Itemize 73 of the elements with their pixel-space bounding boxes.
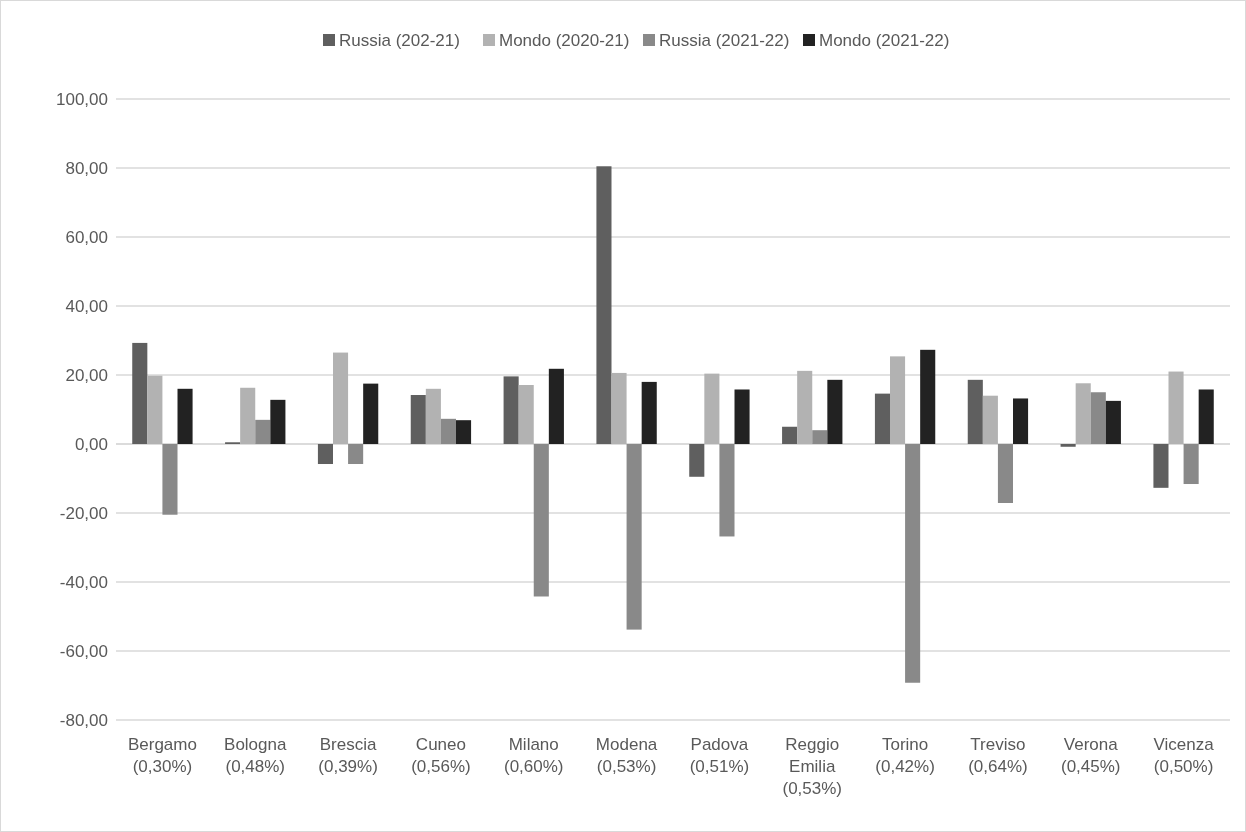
bar xyxy=(920,349,936,444)
bar xyxy=(132,342,148,444)
bar xyxy=(425,388,441,444)
bar xyxy=(641,381,657,444)
bar xyxy=(1105,400,1121,444)
bar xyxy=(596,166,612,444)
bar xyxy=(1153,444,1169,488)
x-tick-label: Padova (0,51%) xyxy=(689,735,750,776)
bar xyxy=(518,385,534,444)
legend-label: Russia (2021-22) xyxy=(659,31,790,50)
bar xyxy=(503,376,519,444)
bar xyxy=(982,395,998,444)
y-tick-label: -80,00 xyxy=(59,710,108,730)
bar xyxy=(456,420,472,444)
bar xyxy=(333,352,349,444)
bar xyxy=(533,444,549,597)
legend-label: Mondo (2021-22) xyxy=(819,31,950,50)
y-tick-label: -20,00 xyxy=(59,503,108,523)
bar xyxy=(410,395,426,444)
bar xyxy=(905,444,921,683)
bar xyxy=(348,444,364,465)
x-tick-label: Milano (0,60%) xyxy=(503,735,564,776)
bar xyxy=(548,368,564,444)
bar xyxy=(255,419,271,444)
x-tick-label: Brescia (0,39%) xyxy=(318,735,378,776)
bar xyxy=(240,387,256,444)
y-tick-label: 60,00 xyxy=(65,227,108,247)
bar xyxy=(997,444,1013,503)
x-tick-label: Vicenza (0,50%) xyxy=(1153,735,1215,776)
bar xyxy=(626,444,642,630)
bar xyxy=(270,399,286,444)
x-tick-label: Verona (0,45%) xyxy=(1060,735,1121,776)
bar xyxy=(827,379,843,444)
legend-label: Mondo (2020-21) xyxy=(499,31,630,50)
bar xyxy=(1183,444,1199,485)
y-tick-label: -40,00 xyxy=(59,572,108,592)
x-tick-label: Bologna (0,48%) xyxy=(224,735,287,776)
bar xyxy=(734,389,750,444)
bar xyxy=(890,356,906,444)
x-tick-label: Reggio Emilia (0,53%) xyxy=(782,735,843,798)
bar xyxy=(1090,392,1106,444)
x-tick-label: Bergamo (0,30%) xyxy=(127,735,197,776)
y-tick-label: 20,00 xyxy=(65,365,108,385)
bar xyxy=(1060,444,1076,447)
bar xyxy=(147,375,163,444)
bar xyxy=(782,426,798,444)
bar xyxy=(1198,389,1214,444)
bar xyxy=(689,444,705,477)
x-tick-label: Cuneo (0,56%) xyxy=(411,735,471,776)
bar xyxy=(1075,383,1091,444)
y-tick-label: -60,00 xyxy=(59,641,108,661)
bar xyxy=(611,372,627,444)
bar xyxy=(797,370,813,444)
bar xyxy=(177,388,193,444)
y-tick-label: 100,00 xyxy=(56,89,108,109)
y-tick-label: 0,00 xyxy=(74,434,108,454)
y-tick-label: 40,00 xyxy=(65,296,108,316)
bar xyxy=(1013,398,1029,444)
bar xyxy=(967,379,983,444)
bar xyxy=(812,430,828,444)
bar xyxy=(719,444,735,537)
bar xyxy=(874,393,890,444)
bar xyxy=(440,418,456,444)
bar xyxy=(704,373,720,444)
y-tick-label: 80,00 xyxy=(65,158,108,178)
bar xyxy=(162,444,178,515)
x-tick-label: Modena (0,53%) xyxy=(595,735,658,776)
legend-label: Russia (202-21) xyxy=(339,31,460,50)
bar xyxy=(363,383,379,444)
x-tick-label: Treviso (0,64%) xyxy=(968,735,1028,776)
x-tick-label: Torino (0,42%) xyxy=(875,735,935,776)
bar xyxy=(1168,371,1184,444)
bar xyxy=(317,444,333,465)
